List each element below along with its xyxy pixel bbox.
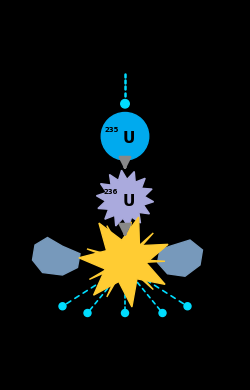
Polygon shape [126, 273, 131, 301]
Polygon shape [158, 240, 202, 276]
Polygon shape [126, 222, 131, 249]
Polygon shape [107, 225, 121, 251]
Circle shape [122, 310, 128, 317]
Polygon shape [79, 217, 168, 307]
Polygon shape [138, 260, 165, 263]
Circle shape [184, 303, 191, 310]
Polygon shape [133, 269, 153, 289]
Polygon shape [133, 233, 153, 254]
Circle shape [84, 310, 91, 317]
Polygon shape [87, 249, 114, 259]
Text: U: U [122, 194, 135, 209]
Text: 236: 236 [103, 189, 118, 195]
Polygon shape [96, 170, 154, 227]
Circle shape [59, 303, 66, 310]
Text: 235: 235 [104, 126, 118, 133]
Polygon shape [32, 238, 80, 275]
Circle shape [101, 112, 149, 160]
Text: U: U [122, 131, 135, 146]
Polygon shape [89, 266, 114, 279]
Circle shape [121, 99, 129, 108]
Circle shape [159, 310, 166, 317]
Polygon shape [107, 271, 121, 297]
